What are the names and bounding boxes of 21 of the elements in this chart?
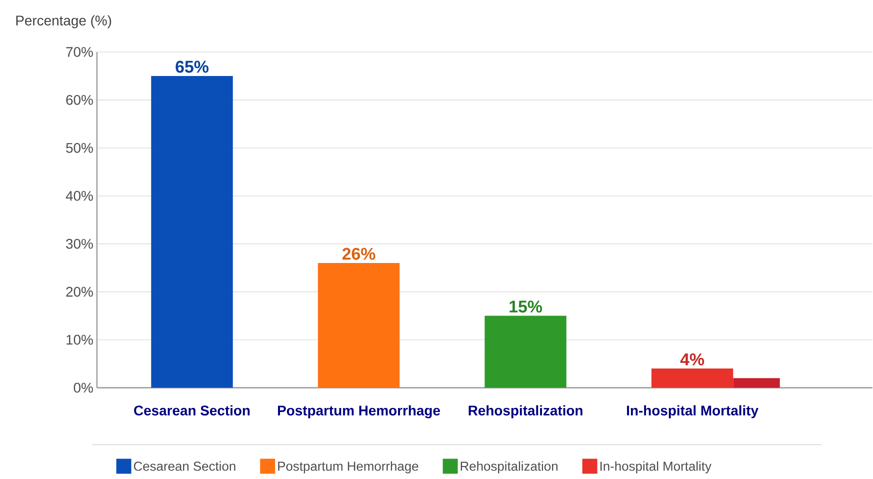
y-tick-label: 50% [66,143,93,154]
x-tick-label: Cesarean Section [134,405,250,416]
y-tick-label: 30% [66,239,93,249]
x-tick-label: Postpartum Hemorrhage [278,405,440,418]
legend-label: Postpartum Hemorrhage [278,461,418,474]
x-tick-label: In-hospital Mortality [627,405,758,418]
data-label: 26% [342,248,376,260]
y-tick-label: 40% [66,191,93,201]
data-label: 4% [680,354,704,366]
y-tick-label: 60% [66,95,93,106]
data-label: 65% [176,60,208,73]
legend-label: Cesarean Section [134,461,236,471]
y-tick-label: 20% [66,287,93,297]
y-axis-title: Percentage (%) [16,15,112,28]
y-tick-label: 0% [74,382,93,393]
y-tick-label: 10% [66,334,93,345]
data-label: 15% [510,300,542,313]
y-tick-label: 70% [66,47,93,58]
legend-label: Rehospitalization [460,461,558,474]
x-tick-label: Rehospitalization [468,405,582,418]
legend-label: In-hospital Mortality [600,461,712,474]
